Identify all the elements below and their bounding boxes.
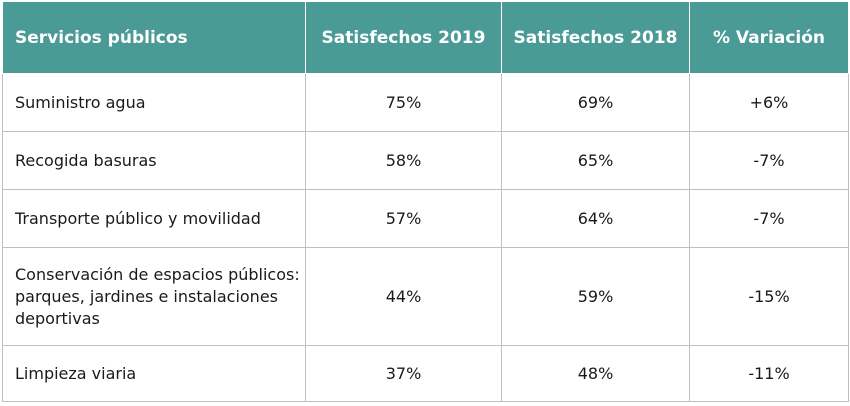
- satisfied-2019-cell: 37%: [305, 345, 502, 402]
- satisfied-2019-cell: 57%: [305, 189, 502, 248]
- column-header-variacion: % Variación: [689, 1, 849, 74]
- satisfied-2019-cell: 58%: [305, 131, 502, 190]
- service-name-cell: Limpieza viaria: [2, 345, 306, 402]
- table-header-row: Servicios públicos Satisfechos 2019 Sati…: [2, 1, 849, 74]
- satisfied-2018-cell: 69%: [501, 73, 690, 132]
- variation-cell: +6%: [689, 73, 849, 132]
- table-row: Conservación de espacios públicos: parqu…: [2, 247, 849, 346]
- column-header-satisfechos-2019: Satisfechos 2019: [305, 1, 502, 74]
- satisfied-2018-cell: 65%: [501, 131, 690, 190]
- variation-cell: -7%: [689, 189, 849, 248]
- service-name-cell: Recogida basuras: [2, 131, 306, 190]
- table-row: Transporte público y movilidad 57% 64% -…: [2, 189, 849, 248]
- satisfied-2018-cell: 59%: [501, 247, 690, 346]
- service-name-cell: Transporte público y movilidad: [2, 189, 306, 248]
- variation-cell: -11%: [689, 345, 849, 402]
- satisfied-2019-cell: 44%: [305, 247, 502, 346]
- column-header-satisfechos-2018: Satisfechos 2018: [501, 1, 690, 74]
- variation-cell: -7%: [689, 131, 849, 190]
- satisfied-2018-cell: 48%: [501, 345, 690, 402]
- column-header-servicios: Servicios públicos: [2, 1, 306, 74]
- variation-cell: -15%: [689, 247, 849, 346]
- table-row: Limpieza viaria 37% 48% -11%: [2, 345, 849, 402]
- satisfied-2018-cell: 64%: [501, 189, 690, 248]
- service-name-cell: Suministro agua: [2, 73, 306, 132]
- satisfied-2019-cell: 75%: [305, 73, 502, 132]
- table-row: Suministro agua 75% 69% +6%: [2, 73, 849, 132]
- table-row: Recogida basuras 58% 65% -7%: [2, 131, 849, 190]
- service-name-cell: Conservación de espacios públicos: parqu…: [2, 247, 306, 346]
